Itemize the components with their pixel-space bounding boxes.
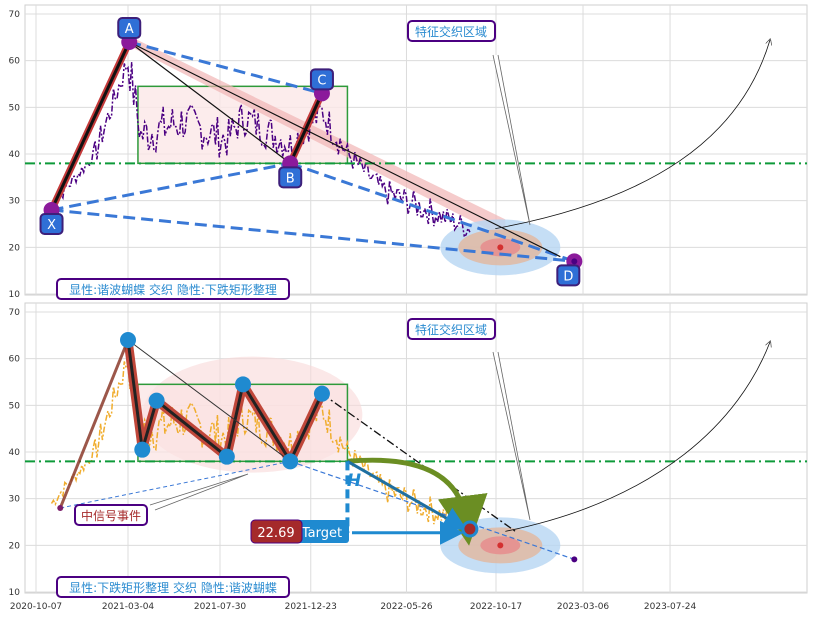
y-tick-label: 40 — [9, 150, 21, 160]
bottom-price-line — [50, 360, 471, 536]
top-leg — [50, 40, 131, 212]
bottom-point-marker — [134, 441, 151, 458]
top-leg — [288, 91, 324, 165]
top-annotation-box: 特征交织区域 — [407, 20, 496, 42]
signal-event-label: 中信号事件 — [81, 508, 141, 523]
bottom-signal-pointer — [149, 473, 249, 511]
bottom-point-marker — [235, 376, 251, 393]
x-tick-label: 2023-03-06 — [557, 602, 610, 612]
x-tick-label: 2020-10-07 — [10, 602, 62, 612]
y-tick-label: 40 — [9, 448, 21, 458]
bottom-entry-leg — [58, 339, 130, 509]
bottom-diagonal-line — [127, 339, 291, 462]
y-tick-label: 20 — [9, 243, 21, 253]
bottom-end-point — [571, 556, 578, 563]
bottom-projection-arc — [505, 342, 770, 532]
y-tick-label: 30 — [9, 495, 21, 505]
h-marker: H — [347, 471, 361, 491]
top-point-label-box — [556, 264, 581, 287]
bottom-target-point — [497, 542, 504, 549]
bottom-signal-point — [57, 505, 64, 511]
bottom-y-ticks: 10 20 30 40 50 60 70 — [9, 308, 21, 598]
target-value: 22.69 — [257, 526, 294, 541]
top-projection-arc — [495, 40, 770, 230]
top-annotation-label: 特征交织区域 — [415, 24, 487, 39]
bottom-annotation-box: 特征交织区域 — [407, 318, 496, 340]
top-annotation-pointer — [492, 54, 531, 226]
x-tick-label: 2022-10-17 — [470, 602, 522, 612]
bottom-point-marker — [148, 392, 165, 409]
y-tick-label: 50 — [9, 103, 21, 113]
x-tick-label: 2021-07-30 — [194, 602, 247, 612]
top-xb-dashed — [51, 161, 291, 212]
y-tick-label: 10 — [9, 290, 21, 300]
top-point-label: B — [286, 171, 295, 186]
y-tick-label: 20 — [9, 541, 21, 551]
top-end-point — [571, 258, 578, 265]
x-tick-label: 2021-12-23 — [285, 602, 337, 612]
bottom-legend-box: 显性:下跌矩形整理 交织 隐性:谐波蝴蝶 — [56, 576, 290, 598]
bottom-point-marker — [120, 332, 136, 348]
y-tick-label: 70 — [9, 308, 21, 318]
top-point-label-box — [39, 213, 64, 235]
bottom-panel — [25, 332, 807, 574]
x-ticks: 2020-10-07 2021-03-04 2021-07-30 2021-12-23… — [10, 602, 697, 612]
bottom-annotation-pointer — [492, 351, 531, 521]
x-tick-label: 2022-05-26 — [380, 602, 433, 612]
top-point-label: A — [125, 22, 134, 37]
bottom-point-marker — [282, 453, 299, 470]
top-point-label-box — [278, 166, 303, 189]
top-ac-dashed — [128, 40, 323, 95]
bottom-dashed-line — [290, 460, 575, 560]
top-target-point — [497, 244, 504, 251]
y-tick-label: 70 — [9, 10, 21, 20]
y-tick-label: 60 — [9, 355, 21, 365]
y-tick-label: 30 — [9, 197, 21, 207]
y-tick-label: 50 — [9, 401, 21, 411]
target-label: Target — [301, 526, 342, 541]
top-price-line — [50, 62, 471, 238]
x-tick-label: 2023-07-24 — [644, 602, 697, 612]
y-tick-label: 60 — [9, 57, 21, 67]
bottom-legend-text: 显性:下跌矩形整理 交织 隐性:谐波蝴蝶 — [69, 580, 277, 595]
top-point-label: D — [563, 269, 573, 284]
top-point-label: X — [47, 218, 56, 233]
target-badge: Target 22.69 — [250, 519, 349, 544]
bottom-point-marker — [461, 520, 479, 538]
bottom-point-marker — [218, 448, 235, 465]
top-point-label: C — [317, 73, 326, 88]
x-tick-label: 2021-03-04 — [102, 602, 155, 612]
top-panel: X A B C D — [25, 17, 807, 287]
y-tick-label: 10 — [9, 588, 21, 598]
top-legend-text: 显性:谐波蝴蝶 交织 隐性:下跌矩形整理 — [69, 282, 277, 297]
top-xd-dashed — [51, 208, 575, 263]
top-point-label-box — [117, 17, 142, 39]
top-trend-band — [129, 36, 506, 238]
top-legend-box: 显性:谐波蝴蝶 交织 隐性:下跌矩形整理 — [56, 278, 290, 300]
top-y-ticks: 10 20 30 40 50 60 70 — [9, 10, 21, 300]
bottom-blue-arrow — [346, 460, 468, 530]
top-ad-line — [128, 41, 561, 258]
bottom-annotation-label: 特征交织区域 — [415, 322, 487, 337]
bottom-point-marker — [313, 385, 330, 402]
top-bd-dashed — [289, 161, 575, 263]
bottom-green-arrow — [347, 457, 488, 546]
top-ab-line — [128, 41, 291, 164]
top-point-label-box — [309, 68, 334, 91]
signal-event-box: 中信号事件 — [74, 504, 148, 526]
